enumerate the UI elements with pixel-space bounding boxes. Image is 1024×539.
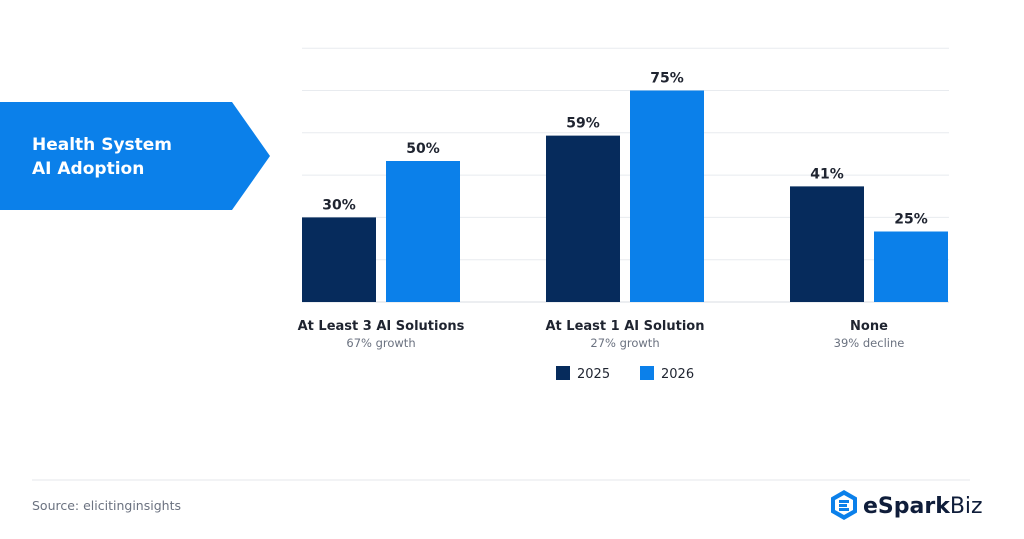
category-label: At Least 3 AI Solutions [298,319,465,334]
title-banner: Health System AI Adoption [0,102,270,210]
category-label: None [850,319,888,334]
bar-value-label: 25% [894,212,928,228]
category-note: 27% growth [590,336,659,350]
bar-value-label: 30% [322,197,356,213]
chart-title-line-2: AI Adoption [32,159,144,179]
bar-value-label: 41% [810,166,844,182]
bar-value-label: 50% [406,141,440,157]
legend-label-2026: 2026 [661,367,694,382]
bar-2025-2 [546,135,620,302]
legend-swatch-2026 [640,366,654,380]
legend-label-2025: 2025 [577,367,610,382]
legend: 2025 2026 [556,366,694,382]
legend-swatch-2025 [556,366,570,380]
category-labels: At Least 3 AI Solutions 67% growth At Leas… [298,319,905,350]
bar-value-label: 75% [650,71,684,87]
category-label: At Least 1 AI Solution [545,319,704,334]
brand-logo: eSparkBiz [831,490,983,520]
bar-2026-1 [386,161,460,302]
title-banner-shape [0,102,270,210]
brand-name: eSparkBiz [863,494,983,519]
source-note: Source: elicitinginsights [32,498,181,513]
espark-logo-icon [831,490,857,520]
bars [302,90,948,302]
value-labels: 30% 50% 59% 75% 41% 25% [322,71,928,228]
chart-title-line-1: Health System [32,135,172,155]
bar-2025-3 [790,186,864,302]
category-note: 67% growth [346,336,415,350]
bar-2026-3 [874,231,948,302]
bar-2025-1 [302,217,376,302]
bar-2026-2 [630,90,704,302]
brand-name-light: Biz [950,494,983,519]
brand-name-bold: eSpark [863,494,951,519]
category-note: 39% decline [834,336,905,350]
bar-value-label: 59% [566,116,600,132]
